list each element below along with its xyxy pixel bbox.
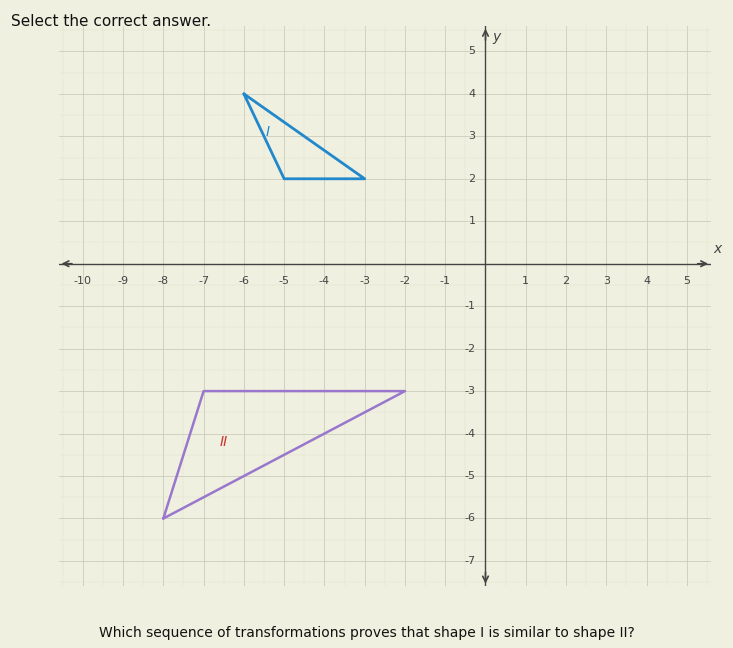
Text: -2: -2 <box>399 275 410 286</box>
Text: 3: 3 <box>603 275 610 286</box>
Text: x: x <box>713 242 721 256</box>
Text: 3: 3 <box>468 132 476 141</box>
Text: Select the correct answer.: Select the correct answer. <box>11 14 211 29</box>
Text: y: y <box>493 30 501 44</box>
Text: -5: -5 <box>279 275 290 286</box>
Text: 4: 4 <box>468 89 476 99</box>
Text: II: II <box>220 435 228 449</box>
Text: 2: 2 <box>468 174 476 184</box>
Text: -2: -2 <box>464 343 476 354</box>
Text: 2: 2 <box>562 275 570 286</box>
Text: -8: -8 <box>158 275 169 286</box>
Text: 5: 5 <box>468 47 476 56</box>
Text: -4: -4 <box>319 275 330 286</box>
Text: -1: -1 <box>465 301 476 311</box>
Text: -9: -9 <box>117 275 128 286</box>
Text: 1: 1 <box>468 216 476 226</box>
Text: 1: 1 <box>523 275 529 286</box>
Text: -5: -5 <box>465 471 476 481</box>
Text: -10: -10 <box>74 275 92 286</box>
Text: 4: 4 <box>643 275 650 286</box>
Text: -3: -3 <box>359 275 370 286</box>
Text: -3: -3 <box>465 386 476 396</box>
Text: I: I <box>266 125 270 139</box>
Text: -1: -1 <box>440 275 451 286</box>
Text: -6: -6 <box>238 275 249 286</box>
Text: 5: 5 <box>683 275 690 286</box>
Text: -7: -7 <box>198 275 209 286</box>
Text: Which sequence of transformations proves that shape I is similar to shape II?: Which sequence of transformations proves… <box>99 626 634 640</box>
Text: -6: -6 <box>465 513 476 524</box>
Text: -7: -7 <box>464 556 476 566</box>
Text: -4: -4 <box>464 428 476 439</box>
